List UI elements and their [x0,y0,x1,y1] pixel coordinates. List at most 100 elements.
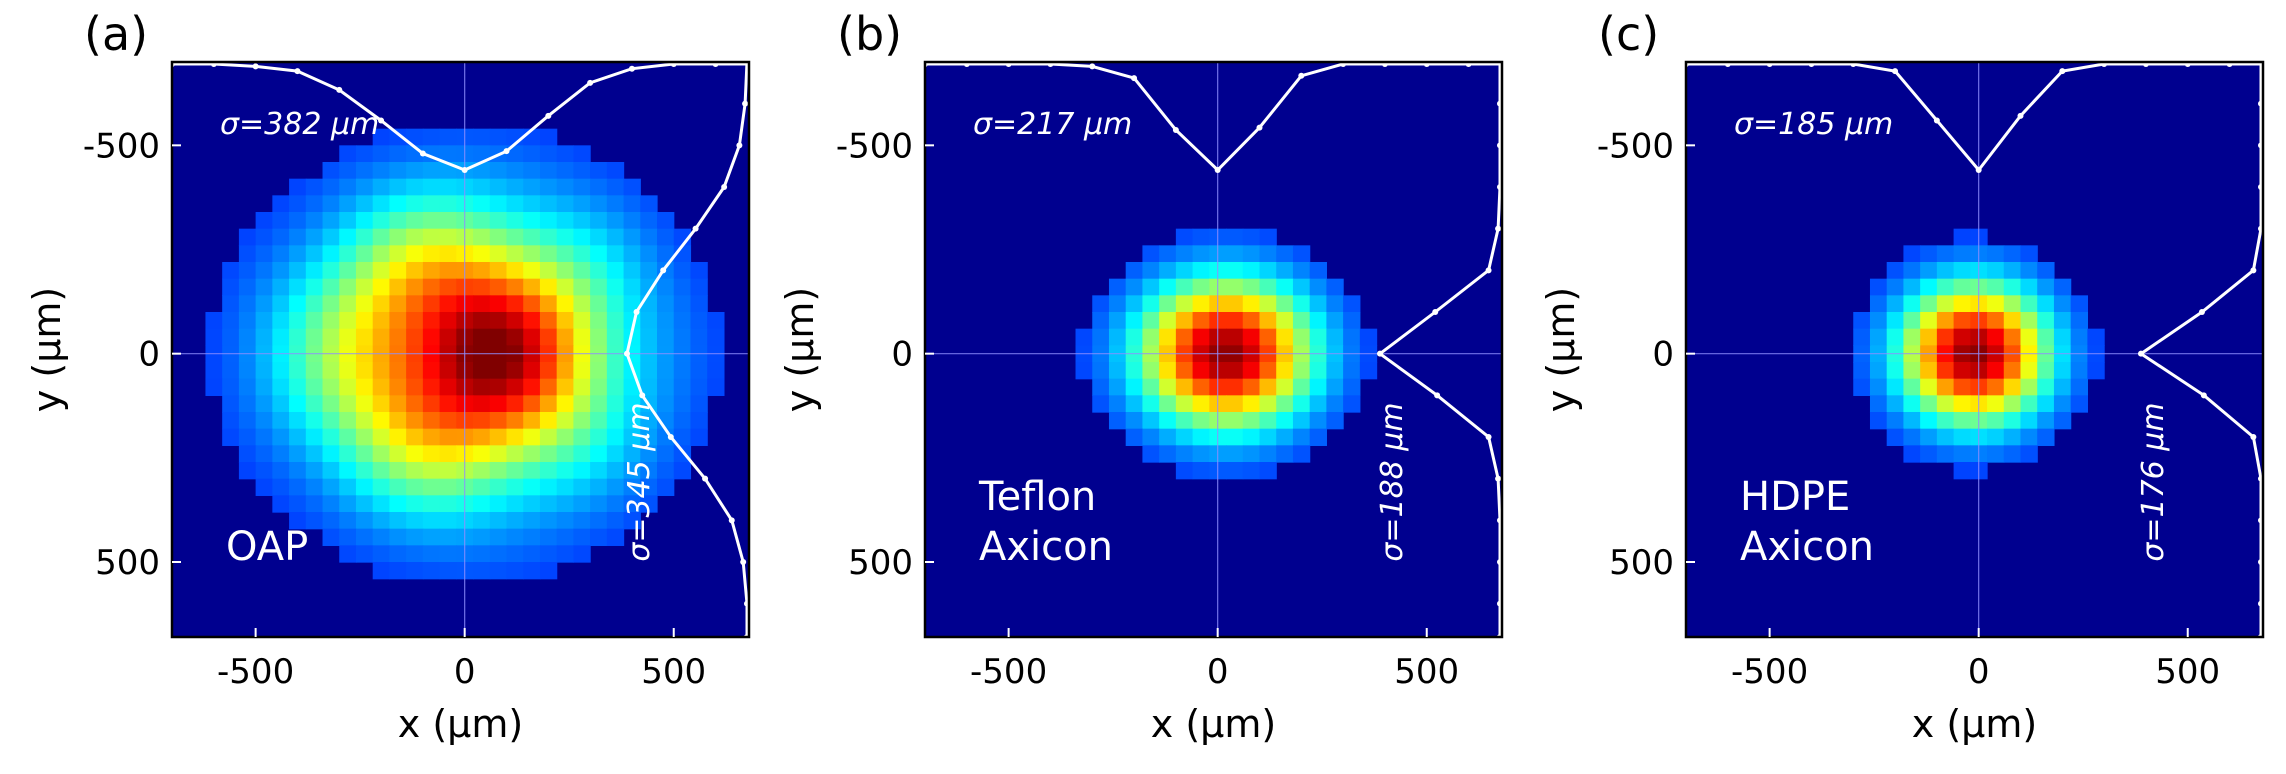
intensity-pixel [657,462,675,480]
intensity-pixel [489,478,508,496]
intensity-pixel [489,278,508,296]
intensity-pixel [289,412,307,430]
profile-x-point [252,63,259,70]
intensity-pixel [355,545,374,563]
intensity-pixel [1953,428,1971,446]
y-tick-label: -500 [1597,126,1674,166]
intensity-pixel [1159,245,1177,263]
intensity-pixel [539,145,558,163]
intensity-pixel [523,562,541,580]
intensity-pixel [606,312,625,330]
intensity-pixel [439,545,457,563]
intensity-pixel [573,362,591,380]
intensity-pixel [1886,312,1905,330]
intensity-pixel [673,412,692,430]
intensity-pixel [322,295,340,313]
intensity-pixel [590,362,608,380]
intensity-pixel [506,262,524,280]
intensity-pixel [590,462,608,480]
intensity-pixel [489,128,508,146]
intensity-pixel [305,262,324,280]
intensity-pixel [1953,245,1971,263]
intensity-pixel [289,378,307,396]
intensity-pixel [322,178,340,196]
intensity-pixel [1125,428,1144,446]
intensity-pixel [2003,245,2022,263]
intensity-pixel [1292,295,1311,313]
intensity-pixel [539,545,558,563]
intensity-pixel [657,278,675,296]
intensity-pixel [590,512,608,530]
intensity-pixel [1175,445,1194,463]
intensity-pixel [556,495,574,513]
intensity-pixel [1309,262,1327,280]
intensity-pixel [606,262,625,280]
beam-image [205,128,725,580]
profile-x-point [587,79,594,86]
intensity-pixel [389,395,407,413]
intensity-pixel [640,378,658,396]
intensity-pixel [640,262,658,280]
intensity-pixel [623,412,641,430]
intensity-pixel [1920,395,1938,413]
intensity-pixel [372,262,391,280]
intensity-pixel [1869,395,1888,413]
intensity-pixel [2053,378,2072,396]
intensity-pixel [238,378,257,396]
intensity-pixel [339,145,357,163]
intensity-pixel [205,312,223,330]
intensity-pixel [1242,445,1261,463]
intensity-pixel [606,195,625,213]
intensity-pixel [272,362,290,380]
intensity-pixel [1936,378,1955,396]
intensity-pixel [556,328,574,346]
intensity-pixel [539,362,558,380]
intensity-pixel [1108,328,1127,346]
intensity-pixel [289,478,307,496]
intensity-pixel [473,178,491,196]
intensity-pixel [406,178,424,196]
intensity-pixel [1192,278,1210,296]
intensity-pixel [2003,378,2022,396]
intensity-pixel [573,545,591,563]
intensity-pixel [1903,245,1921,263]
intensity-pixel [2087,362,2105,380]
intensity-pixel [1192,462,1210,480]
intensity-pixel [1259,445,1277,463]
intensity-pixel [1343,395,1361,413]
intensity-pixel [1936,278,1955,296]
intensity-pixel [707,312,725,330]
intensity-pixel [556,395,574,413]
intensity-pixel [489,312,508,330]
intensity-pixel [573,262,591,280]
intensity-pixel [1326,328,1344,346]
intensity-pixel [1953,395,1971,413]
intensity-pixel [590,262,608,280]
intensity-pixel [422,245,441,263]
intensity-pixel [222,412,240,430]
intensity-pixel [1920,245,1938,263]
intensity-pixel [657,378,675,396]
profile-y-point [702,475,709,482]
intensity-pixel [2020,378,2038,396]
intensity-pixel [1853,378,1871,396]
intensity-pixel [1920,378,1938,396]
profile-x-point [336,86,343,93]
intensity-pixel [355,378,374,396]
intensity-pixel [1292,328,1311,346]
intensity-pixel [439,395,457,413]
intensity-pixel [1125,312,1144,330]
profile-y-point [2138,350,2144,357]
intensity-pixel [506,478,524,496]
intensity-pixel [305,295,324,313]
intensity-pixel [1226,378,1244,396]
intensity-pixel [673,328,692,346]
intensity-pixel [1292,395,1311,413]
intensity-pixel [1192,378,1210,396]
intensity-pixel [606,512,625,530]
optic-label-line: Teflon [978,474,1096,520]
intensity-pixel [539,328,558,346]
intensity-pixel [305,312,324,330]
intensity-pixel [1920,445,1938,463]
intensity-pixel [289,362,307,380]
